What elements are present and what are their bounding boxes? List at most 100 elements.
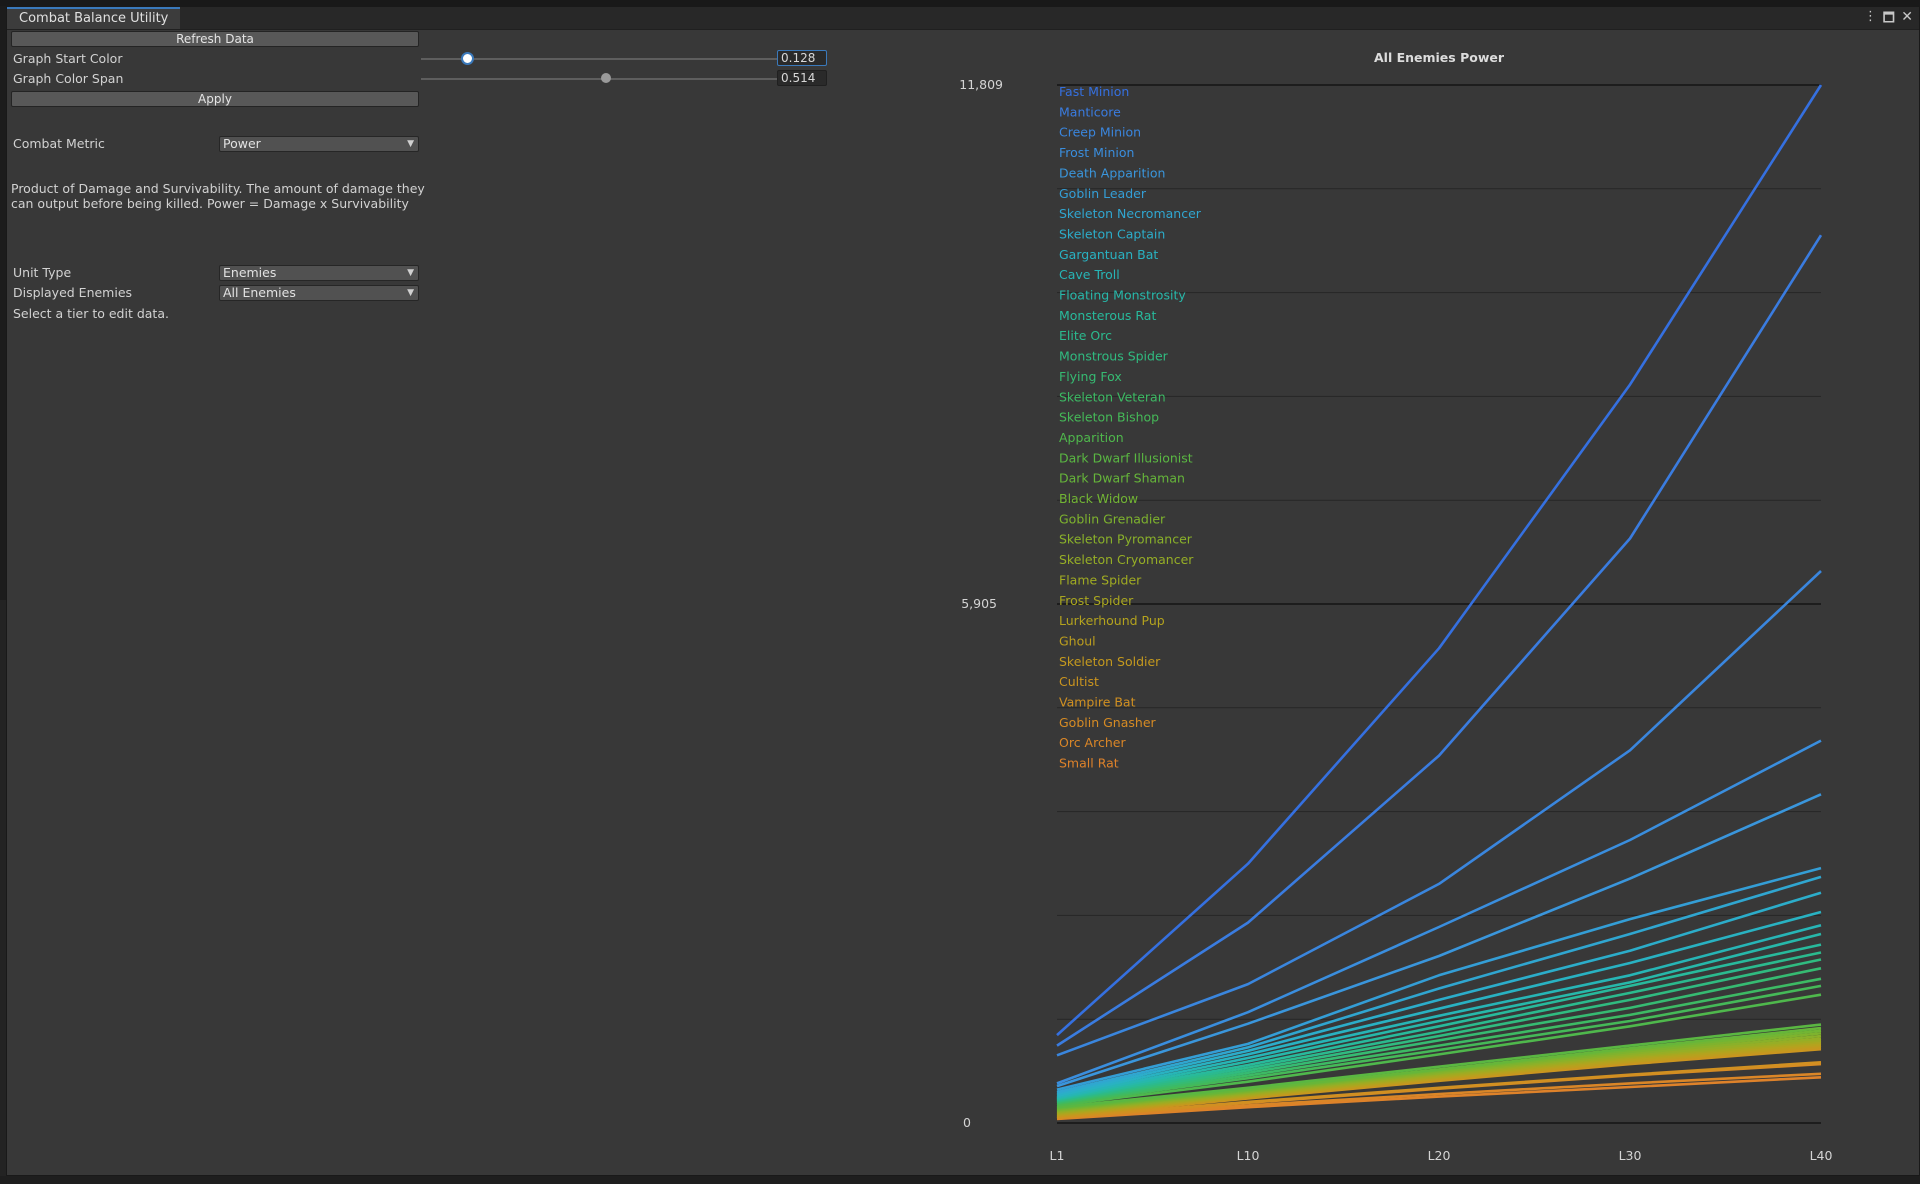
- displayed-enemies-dropdown[interactable]: All Enemies ▼: [219, 285, 419, 301]
- chart-lines: [1056, 84, 1823, 1121]
- combat-balance-window: Combat Balance Utility ⋮ 🗖 ✕ Refresh Dat…: [6, 6, 1920, 1176]
- series-line: [1056, 910, 1822, 1098]
- legend-entry: Manticore: [1059, 104, 1121, 119]
- chevron-down-icon: ▼: [407, 268, 414, 278]
- series-line: [1056, 875, 1822, 1094]
- x-tick-label: L40: [1810, 1148, 1833, 1163]
- series-line: [1056, 977, 1822, 1105]
- x-tick-label: L20: [1428, 1148, 1451, 1163]
- legend-entry: Cultist: [1059, 674, 1099, 689]
- y-tick-label: 0: [963, 1115, 971, 1130]
- series-line: [1056, 923, 1822, 1099]
- window-tab[interactable]: Combat Balance Utility: [7, 7, 181, 29]
- legend-entry: Frost Spider: [1059, 593, 1134, 608]
- power-line-chart: All Enemies Power 11,809 5,905 0 L1 L10 L20 L3…: [959, 50, 1832, 1163]
- legend-entry: Goblin Leader: [1059, 186, 1147, 201]
- graph-start-color-slider-knob[interactable]: [461, 52, 475, 65]
- legend-entry: Vampire Bat: [1059, 695, 1136, 710]
- displayed-enemies-label: Displayed Enemies: [13, 285, 133, 300]
- legend-entry: Skeleton Veteran: [1059, 389, 1166, 404]
- series-line: [1056, 84, 1823, 1037]
- legend-entry: Orc Archer: [1059, 735, 1126, 750]
- legend-entry: Black Widow: [1059, 491, 1138, 506]
- legend-entry: Skeleton Necromancer: [1059, 206, 1202, 221]
- editor-background-left: [0, 600, 8, 1184]
- legend-entry: Creep Minion: [1059, 125, 1141, 140]
- legend-entry: Frost Minion: [1059, 145, 1134, 160]
- legend-entry: Dark Dwarf Shaman: [1059, 471, 1185, 486]
- editor-background-top: [0, 0, 1920, 6]
- series-line: [1056, 993, 1822, 1107]
- chart-grid: [1057, 84, 1821, 1124]
- legend-entry: Skeleton Captain: [1059, 226, 1165, 241]
- legend-entry: Fast Minion: [1059, 84, 1129, 99]
- combat-metric-label: Combat Metric: [13, 136, 105, 151]
- series-line: [1056, 1076, 1822, 1121]
- metric-description: Product of Damage and Survivability. The…: [11, 181, 425, 211]
- series-line: [1056, 943, 1822, 1101]
- unit-type-label: Unit Type: [13, 265, 72, 280]
- series-line: [1056, 1072, 1822, 1120]
- graph-color-span-slider-track[interactable]: [421, 78, 781, 80]
- y-tick-label: 5,905: [961, 596, 997, 611]
- unit-type-value: Enemies: [223, 265, 277, 280]
- series-line: [1056, 891, 1822, 1096]
- legend-entry: Flame Spider: [1059, 572, 1142, 587]
- close-icon[interactable]: ✕: [1901, 9, 1913, 25]
- tier-edit-hint: Select a tier to edit data.: [13, 306, 169, 321]
- series-line: [1056, 1061, 1822, 1119]
- window-titlebar: Combat Balance Utility ⋮ 🗖 ✕: [7, 7, 1919, 30]
- legend-entry: Skeleton Cryomancer: [1059, 552, 1194, 567]
- series-line: [1056, 967, 1822, 1104]
- series-line: [1056, 1026, 1822, 1110]
- apply-button[interactable]: Apply: [11, 91, 419, 107]
- y-tick-label: 11,809: [959, 77, 1003, 92]
- chart-title: All Enemies Power: [1374, 50, 1505, 65]
- series-line: [1056, 793, 1822, 1088]
- series-line: [1056, 951, 1822, 1102]
- series-line: [1056, 984, 1822, 1105]
- series-line: [1056, 570, 1822, 1057]
- legend-entry: Skeleton Pyromancer: [1059, 532, 1193, 547]
- chevron-down-icon: ▼: [407, 288, 414, 298]
- unit-type-dropdown[interactable]: Enemies ▼: [219, 265, 419, 281]
- legend-entry: Goblin Grenadier: [1059, 511, 1166, 526]
- combat-metric-dropdown[interactable]: Power ▼: [219, 136, 419, 152]
- legend-entry: Flying Fox: [1059, 369, 1122, 384]
- legend-entry: Floating Monstrosity: [1059, 288, 1186, 303]
- legend-entry: Monstrous Spider: [1059, 349, 1169, 364]
- refresh-data-button[interactable]: Refresh Data: [11, 31, 419, 47]
- series-line: [1056, 866, 1822, 1091]
- kebab-menu-icon[interactable]: ⋮: [1864, 9, 1877, 24]
- legend-entry: Gargantuan Bat: [1059, 247, 1158, 262]
- series-line: [1056, 1023, 1822, 1109]
- legend-entry: Skeleton Soldier: [1059, 654, 1161, 669]
- legend-entry: Death Apparition: [1059, 165, 1165, 180]
- graph-start-color-field[interactable]: 0.128: [777, 50, 827, 66]
- legend-entry: Ghoul: [1059, 633, 1096, 648]
- x-tick-label: L1: [1050, 1148, 1065, 1163]
- legend-entry: Lurkerhound Pup: [1059, 613, 1165, 628]
- legend-entry: Dark Dwarf Illusionist: [1059, 450, 1193, 465]
- series-line: [1056, 932, 1822, 1100]
- legend-entry: Cave Troll: [1059, 267, 1120, 282]
- combat-metric-value: Power: [223, 136, 261, 151]
- legend-entry: Skeleton Bishop: [1059, 410, 1159, 425]
- chart-axes: 11,809 5,905 0 L1 L10 L20 L30 L40: [959, 77, 1832, 1163]
- legend-entry: Elite Orc: [1059, 328, 1112, 343]
- graph-color-span-field[interactable]: 0.514: [777, 70, 827, 86]
- series-line: [1056, 958, 1822, 1103]
- legend-entry: Goblin Gnasher: [1059, 715, 1157, 730]
- chevron-down-icon: ▼: [407, 139, 414, 149]
- series-line: [1056, 739, 1822, 1085]
- editor-console-strip: [0, 1176, 1920, 1184]
- maximize-icon[interactable]: 🗖: [1882, 11, 1895, 26]
- x-tick-label: L30: [1619, 1148, 1642, 1163]
- x-tick-label: L10: [1237, 1148, 1260, 1163]
- legend-entry: Monsterous Rat: [1059, 308, 1156, 323]
- chart-legend: Fast Minion Manticore Creep Minion Frost Mi…: [1059, 84, 1202, 771]
- displayed-enemies-value: All Enemies: [223, 285, 296, 300]
- graph-color-span-slider-knob[interactable]: [601, 73, 612, 83]
- legend-entry: Small Rat: [1059, 756, 1119, 771]
- graph-start-color-slider-track[interactable]: [421, 58, 781, 60]
